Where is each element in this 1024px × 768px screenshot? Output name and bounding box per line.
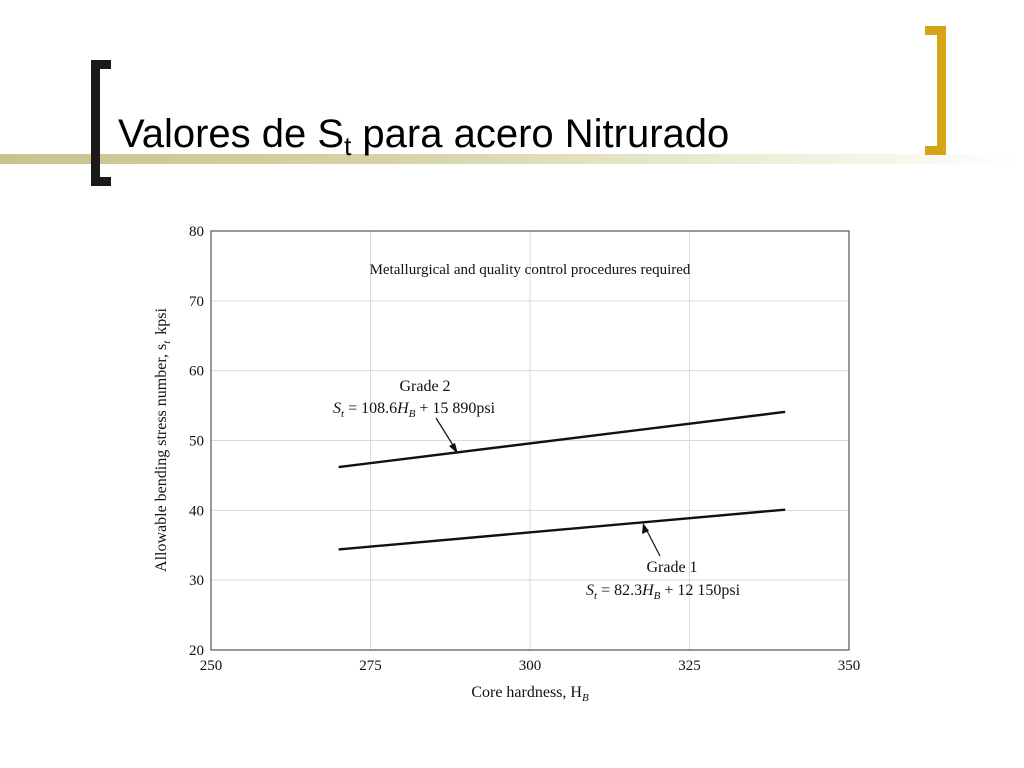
left-bracket-decoration	[91, 60, 111, 186]
x-tick-label-350: 350	[838, 658, 861, 674]
x-axis-label-text: Core hardness, H	[471, 684, 582, 701]
y-axis-label-subscript: t	[161, 340, 173, 344]
chart-series	[338, 410, 786, 551]
grade-2-arrowhead	[449, 443, 458, 454]
slide-title-subscript: t	[344, 131, 352, 161]
y-tick-label-70: 70	[189, 294, 204, 310]
x-tick-label-325: 325	[678, 658, 701, 674]
chart-tick-labels: 250 275 300 325 350 20 30 40 50 60 70 80	[189, 224, 860, 674]
y-axis-label: Allowable bending stress number, st kpsi	[153, 307, 173, 572]
chart-grid	[211, 231, 849, 650]
plot-frame	[210, 230, 850, 651]
grade-1-pointer-arrow	[644, 526, 661, 557]
slide-title: Valores de St para acero Nitrurado	[118, 112, 729, 161]
grade-2-equation: St = 108.6HB + 15 890psi	[333, 400, 496, 420]
grade-1-label: Grade 1	[646, 559, 697, 576]
slide-title-rest: para acero Nitrurado	[351, 112, 730, 156]
y-tick-label-50: 50	[189, 434, 204, 450]
x-axis-label-subscript: B	[582, 692, 589, 704]
grade-2-label: Grade 2	[399, 378, 450, 395]
y-axis-label-text: Allowable bending stress number, s	[153, 344, 170, 572]
chart-note: Metallurgical and quality control proced…	[370, 262, 691, 278]
y-tick-label-60: 60	[189, 364, 204, 380]
x-tick-label-275: 275	[359, 658, 382, 674]
x-tick-label-250: 250	[200, 658, 223, 674]
y-tick-label-20: 20	[189, 643, 204, 659]
title-decoration-band	[0, 154, 1024, 164]
y-tick-label-80: 80	[189, 224, 204, 240]
slide-title-main: Valores de S	[118, 112, 345, 156]
y-tick-label-30: 30	[189, 573, 204, 589]
grade-1-arrowhead	[642, 523, 649, 534]
series-line-grade-1	[338, 508, 786, 551]
x-axis-label: Core hardness, HB	[471, 684, 589, 704]
y-tick-label-40: 40	[189, 503, 204, 519]
right-bracket-decoration	[925, 26, 946, 155]
grade-1-equation: St = 82.3HB + 12 150psi	[586, 582, 741, 602]
x-tick-label-300: 300	[519, 658, 542, 674]
series-line-grade-2	[338, 410, 786, 469]
y-axis-label-unit: kpsi	[153, 307, 170, 334]
